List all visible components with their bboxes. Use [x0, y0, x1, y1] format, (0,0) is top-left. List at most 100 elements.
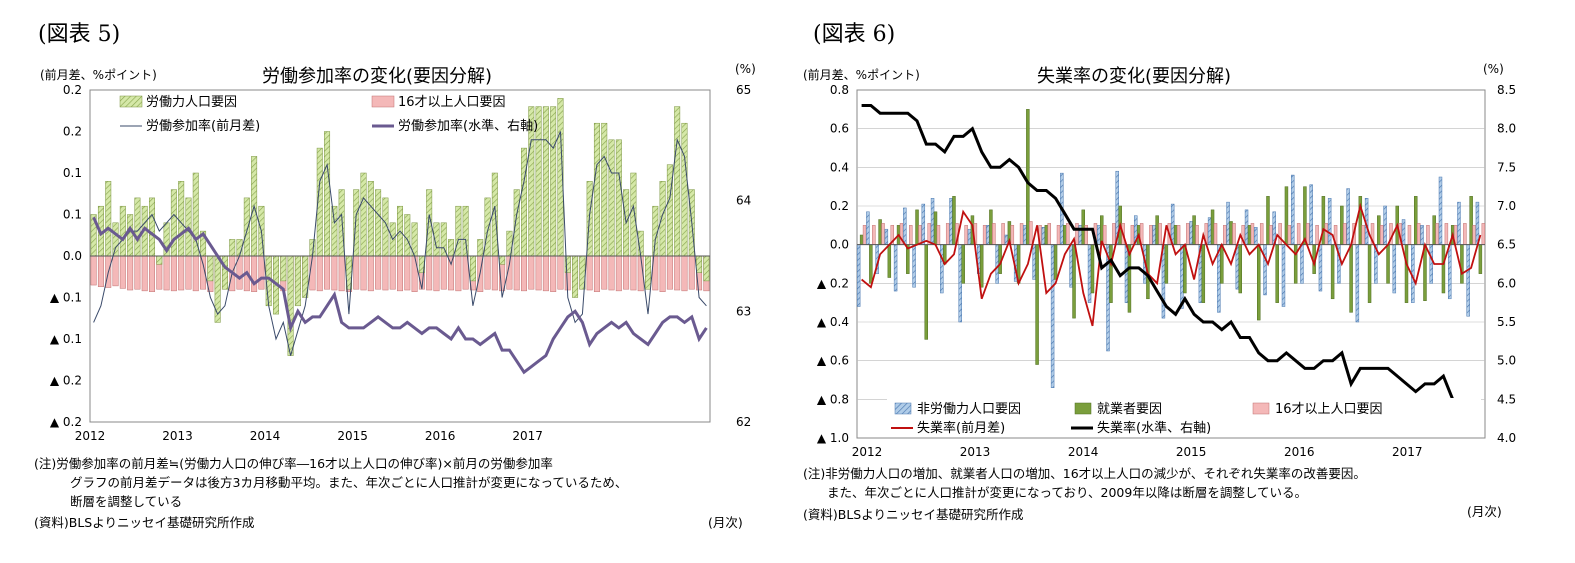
population-factor-bar [178, 255, 185, 291]
population-factor-bar [615, 255, 622, 292]
nonlabor-factor-bar [1392, 244, 1397, 294]
labor-force-factor-bar [448, 239, 455, 257]
population-factor-bar [593, 255, 600, 292]
y-right-tick-label: 5.5 [1497, 315, 1516, 329]
legend-label: 労働参加率(水準、右軸) [398, 118, 538, 134]
population-factor-bar [1306, 223, 1310, 245]
population-factor-bar [1296, 223, 1301, 245]
legend-label: 労働参加率(前月差) [146, 118, 260, 134]
nonlabor-factor-bar [1383, 205, 1387, 245]
population-factor-bar [192, 255, 199, 292]
nonlabor-factor-bar [1189, 221, 1193, 245]
employment-factor-bar [1081, 209, 1085, 245]
figure-5-right-unit: (%) [735, 62, 756, 76]
labor-force-factor-bar [105, 181, 112, 257]
employment-factor-bar [887, 244, 892, 278]
population-factor-bar [659, 255, 666, 292]
population-factor-bar [1056, 225, 1061, 245]
x-tick-label: 2013 [162, 429, 193, 443]
population-factor-bar [484, 255, 491, 290]
employment-factor-bar [1460, 244, 1464, 284]
population-factor-bar [1158, 223, 1162, 245]
legend-label: 就業者要因 [1097, 401, 1162, 417]
population-factor-bar [688, 255, 695, 290]
employment-factor-bar [1201, 244, 1206, 303]
y-right-tick-label: 63 [736, 304, 751, 318]
legend-swatch-population [371, 95, 395, 108]
population-factor-bar [1407, 225, 1412, 245]
employment-factor-bar [1192, 215, 1196, 245]
population-factor-bar [1195, 225, 1199, 245]
nonlabor-factor-bar [1355, 244, 1360, 323]
nonlabor-factor-bar [1318, 244, 1323, 292]
population-factor-bar [389, 255, 396, 290]
population-factor-bar [992, 223, 996, 245]
x-tick-label: 2012 [852, 445, 883, 459]
population-factor-bar [601, 255, 608, 290]
population-factor-bar [1481, 223, 1486, 245]
population-factor-bar [316, 255, 323, 292]
figure-5-note-line2: グラフの前月差データは後方3カ月移動平均。また、年次ごとに人口推計が変更になって… [70, 475, 628, 490]
labor-force-factor-bar [243, 197, 250, 257]
population-factor-bar [872, 225, 876, 245]
population-factor-bar [1176, 225, 1181, 245]
labor-force-factor-bar [469, 255, 476, 282]
population-factor-bar [251, 255, 258, 292]
population-factor-bar [964, 225, 968, 245]
labor-force-factor-bar [542, 106, 549, 257]
figure-5-chart: 0.2 0.2 0.1 0.1 0.0 ▲ 0.1 ▲ 0.1 ▲ 0.2 ▲ 0.2 65 64 6… [50, 83, 751, 443]
labor-force-factor-bar [287, 255, 294, 356]
population-factor-bar [1066, 223, 1070, 245]
population-factor-bar [909, 225, 913, 245]
y-left-tick-label: ▲ 0.6 [817, 354, 849, 368]
figure-6-note-line2: また、年次ごとに人口推計が変更になっており、2009年以降は断層を調整している。 [827, 485, 1307, 500]
population-factor-bar [309, 255, 316, 291]
employment-factor-bar [1026, 109, 1030, 245]
population-factor-bar [521, 255, 527, 292]
employment-factor-bar [1173, 225, 1178, 245]
population-factor-bar [324, 255, 331, 290]
population-factor-bar [331, 255, 338, 291]
population-factor-bar [127, 255, 134, 291]
employment-factor-bar [1340, 205, 1344, 245]
population-factor-bar [185, 255, 192, 290]
population-factor-bar [1259, 223, 1264, 245]
nonlabor-factor-bar [1290, 174, 1295, 245]
population-factor-bar [1269, 225, 1273, 245]
population-factor-bar [1472, 225, 1476, 245]
population-factor-bar [542, 255, 549, 292]
figure-6-left-unit: (前月差、%ポイント) [803, 68, 920, 82]
figure-6-chart: 0.8 0.6 0.4 0.2 0.0 ▲ 0.2 ▲ 0.4 ▲ 0.6 ▲ 0.8 ▲ 1.0… [817, 83, 1516, 459]
nonlabor-factor-bar [986, 225, 990, 245]
x-tick-label: 2015 [1176, 445, 1207, 459]
y-left-tick-label: 0.2 [63, 83, 82, 97]
labor-force-factor-bar [112, 222, 119, 257]
y-left-tick-label: ▲ 0.4 [817, 315, 849, 329]
figure-5-label: (図表 5) [38, 22, 121, 47]
labor-force-factor-bar [367, 181, 374, 257]
population-factor-bar [630, 255, 637, 291]
population-factor-bar [1444, 223, 1449, 245]
population-factor-bar [1130, 225, 1135, 245]
y-left-tick-label: 0.1 [63, 166, 82, 180]
employment-factor-bar [1349, 244, 1353, 313]
population-factor-bar [1047, 223, 1052, 245]
y-left-tick-label: ▲ 0.8 [817, 392, 849, 406]
y-left-tick-label: 0.1 [63, 208, 82, 222]
y-left-tick-label: ▲ 0.2 [50, 415, 82, 429]
labor-force-factor-bar [375, 189, 382, 257]
labor-force-factor-bar [572, 255, 579, 298]
unemployment-diff-line [861, 202, 1482, 327]
y-left-tick-label: ▲ 0.2 [817, 276, 849, 290]
employment-factor-bar [1090, 244, 1095, 294]
legend-swatch-nonlabor [894, 402, 912, 415]
y-right-tick-label: 62 [736, 415, 751, 429]
labor-force-factor-bar [119, 205, 126, 257]
population-factor-bar [550, 255, 557, 292]
nonlabor-factor-bar [1346, 188, 1350, 245]
nonlabor-factor-bar [1023, 225, 1027, 245]
population-factor-bar [1102, 225, 1107, 245]
employment-factor-bar [979, 244, 984, 288]
labor-force-factor-bar [404, 214, 411, 257]
population-factor-bar [455, 255, 462, 292]
